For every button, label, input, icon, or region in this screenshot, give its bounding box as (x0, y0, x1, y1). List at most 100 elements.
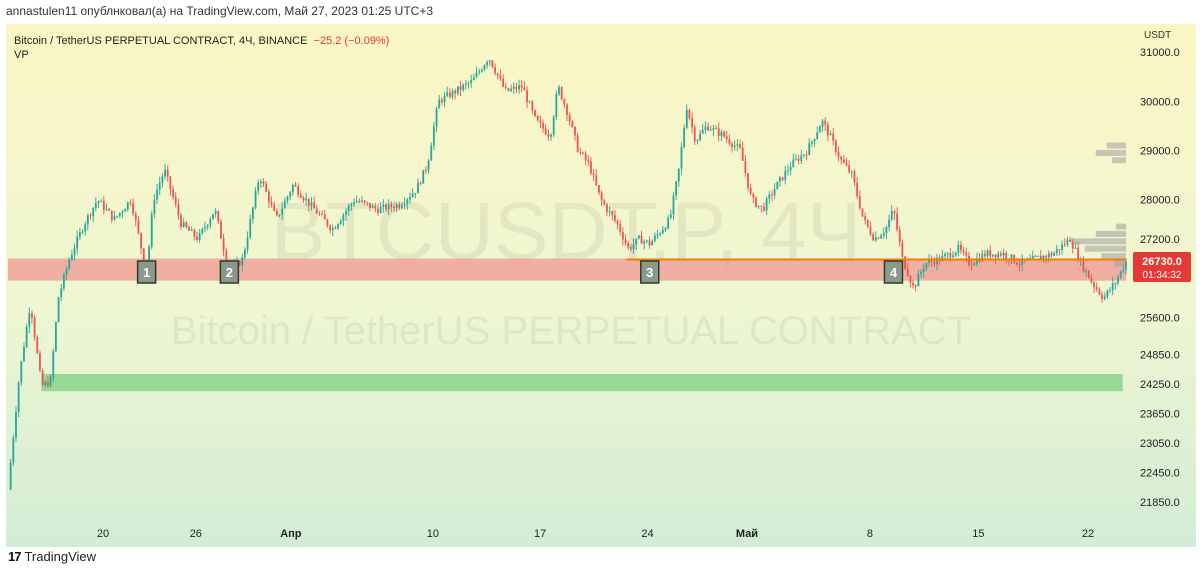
candle-body (566, 104, 568, 115)
candle-body (1021, 258, 1024, 266)
candle-body (1087, 270, 1090, 279)
volume-profile-bar (1113, 260, 1126, 267)
candle-body (49, 377, 52, 387)
candle-body (800, 155, 803, 161)
tradingview-logo-icon: 17 (8, 548, 22, 564)
candle-body (1045, 255, 1048, 258)
candle-body (893, 211, 896, 214)
candle-body (329, 225, 331, 231)
y-tick-label: 21850.0 (1140, 497, 1180, 509)
touch-marker-label: 2 (226, 265, 233, 280)
candle-body (478, 71, 481, 73)
candle-body (355, 200, 358, 203)
candle-body (997, 253, 1000, 258)
x-tick-label: 15 (972, 528, 984, 540)
candle-body (65, 268, 68, 275)
candle-body (182, 222, 185, 227)
candle-body (1010, 254, 1013, 261)
candle-body (105, 208, 108, 210)
candle-body (850, 171, 853, 173)
candle-body (363, 200, 366, 203)
candle-body (177, 204, 180, 216)
candle-body (571, 121, 574, 127)
candle-body (1071, 241, 1074, 249)
candle-body (994, 254, 997, 258)
candle-body (1082, 258, 1085, 272)
candle-body (491, 60, 494, 68)
candle-body (417, 182, 419, 194)
x-tick-label: Апр (280, 528, 302, 540)
candle-body (422, 170, 425, 184)
candlestick-chart[interactable]: USDT BTCUSDT.P, 4Ч Bitcoin / TetherUS PE… (6, 24, 1196, 547)
y-tick-label: 30000.0 (1140, 96, 1180, 108)
candle-body (512, 86, 515, 89)
candle-body (840, 156, 843, 160)
candle-body (297, 186, 300, 195)
chart-area[interactable]: USDT BTCUSDT.P, 4Ч Bitcoin / TetherUS PE… (6, 24, 1196, 547)
candle-body (515, 86, 518, 90)
candle-body (824, 120, 827, 125)
candle-body (954, 252, 957, 256)
candle-body (198, 232, 201, 241)
candle-body (731, 143, 733, 147)
candle-body (933, 261, 936, 265)
candle-body (427, 160, 430, 171)
candle-body (992, 254, 994, 257)
candle-body (829, 133, 832, 136)
volume-profile-bar (1095, 230, 1126, 237)
candle-body (1095, 287, 1098, 290)
candle-body (281, 208, 284, 215)
candle-body (600, 192, 603, 201)
candle-body (12, 437, 15, 463)
candle-body (108, 208, 111, 211)
candle-body (353, 202, 355, 205)
candle-body (864, 216, 867, 220)
candle-body (725, 136, 728, 140)
candle-body (1085, 270, 1087, 272)
candle-body (483, 65, 486, 70)
candle-body (696, 140, 699, 142)
candle-body (270, 202, 273, 205)
volume-profile-bar (1095, 149, 1126, 156)
candle-body (765, 198, 768, 211)
candle-body (669, 214, 672, 218)
candle-body (651, 240, 654, 246)
candle-body (1106, 290, 1109, 297)
candle-body (917, 274, 920, 287)
candle-body (787, 170, 789, 172)
candle-body (826, 124, 829, 136)
touch-marker-label: 4 (890, 265, 898, 280)
candle-body (318, 213, 321, 215)
candle-body (936, 257, 938, 265)
candle-body (110, 210, 113, 220)
candle-body (206, 225, 209, 228)
candle-body (161, 176, 164, 184)
touch-marker-label: 1 (143, 265, 150, 280)
candle-body (1119, 271, 1122, 278)
candle-body (371, 205, 374, 209)
candle-body (614, 215, 616, 221)
candle-body (97, 201, 100, 203)
candle-body (438, 99, 441, 109)
candle-body (550, 134, 552, 137)
candle-body (387, 203, 390, 210)
candle-body (134, 213, 137, 221)
x-tick-label: 17 (534, 528, 546, 540)
candle-body (810, 141, 813, 144)
candle-body (414, 193, 417, 195)
candle-body (60, 288, 63, 298)
candle-body (922, 268, 925, 272)
candle-body (63, 274, 65, 289)
candle-body (488, 60, 491, 62)
candle-body (776, 181, 779, 190)
indicator-label[interactable]: VP (14, 49, 29, 61)
candle-body (874, 237, 877, 241)
x-tick-label: 22 (1082, 528, 1094, 540)
candle-body (84, 224, 87, 232)
candle-body (818, 126, 821, 133)
candle-body (379, 206, 382, 213)
candle-body (1063, 244, 1066, 246)
candle-body (1098, 289, 1101, 295)
candle-body (771, 194, 773, 196)
candle-body (544, 128, 547, 135)
